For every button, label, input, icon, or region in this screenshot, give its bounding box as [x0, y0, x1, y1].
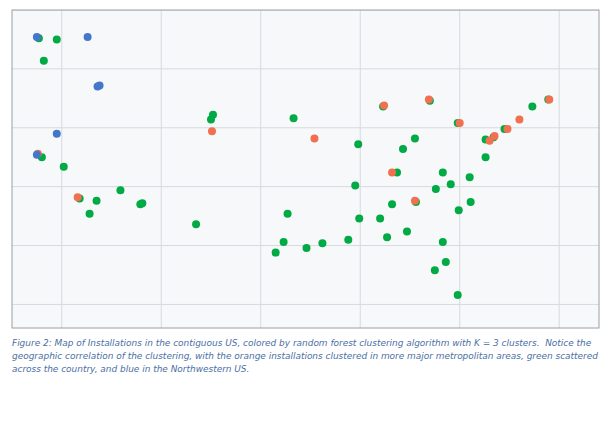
point: [351, 181, 359, 189]
grid-line-x: [559, 10, 560, 328]
point: [376, 214, 384, 222]
point: [284, 210, 292, 218]
point: [439, 238, 447, 246]
point: [53, 130, 61, 138]
point: [388, 169, 396, 177]
plot-frame: [12, 10, 599, 328]
point: [425, 96, 433, 104]
point: [544, 96, 552, 104]
point: [355, 214, 363, 222]
points: [33, 33, 553, 299]
grid-line-x: [459, 10, 460, 328]
grid-line-x: [360, 10, 361, 328]
point: [290, 114, 298, 122]
point: [467, 198, 475, 206]
point: [439, 169, 447, 177]
point: [432, 185, 440, 193]
point: [482, 153, 490, 161]
point: [272, 249, 280, 257]
grid-line-x: [161, 10, 162, 328]
point: [455, 206, 463, 214]
point: [442, 258, 450, 266]
grid-line-y: [12, 68, 599, 69]
point: [86, 210, 94, 218]
point: [447, 180, 455, 188]
point: [528, 103, 536, 111]
point: [380, 101, 388, 109]
point: [93, 197, 101, 205]
point: [411, 197, 419, 205]
point: [383, 233, 391, 241]
point: [94, 83, 102, 91]
plot-area: [12, 10, 599, 328]
point: [33, 33, 41, 41]
point: [388, 200, 396, 208]
point: [74, 193, 82, 201]
point: [192, 220, 200, 228]
point: [208, 127, 216, 135]
point: [354, 140, 362, 148]
point: [344, 236, 352, 244]
point: [403, 227, 411, 235]
point: [454, 291, 462, 299]
point: [116, 186, 124, 194]
point: [411, 134, 419, 142]
chart: Figure 2: Map of Installations in the co…: [0, 0, 611, 423]
series: [34, 96, 553, 205]
point: [84, 33, 92, 41]
point: [515, 116, 523, 124]
grid-line-y: [12, 186, 599, 187]
grid-line-x: [260, 10, 261, 328]
point: [503, 125, 511, 133]
point: [302, 244, 310, 252]
point: [310, 134, 318, 142]
point: [209, 111, 217, 119]
point: [318, 239, 326, 247]
grid: [12, 10, 599, 328]
caption: Figure 2: Map of Installations in the co…: [12, 338, 598, 374]
grid-line-y: [12, 304, 599, 305]
point: [466, 173, 474, 181]
point: [138, 199, 146, 207]
point: [40, 57, 48, 65]
point: [399, 145, 407, 153]
point: [53, 35, 61, 43]
point: [33, 151, 41, 159]
point: [431, 266, 439, 274]
point: [60, 163, 68, 171]
point: [280, 238, 288, 246]
point: [456, 119, 464, 127]
series: [33, 33, 104, 159]
point: [545, 96, 553, 104]
point: [491, 132, 499, 140]
series: [35, 34, 552, 299]
